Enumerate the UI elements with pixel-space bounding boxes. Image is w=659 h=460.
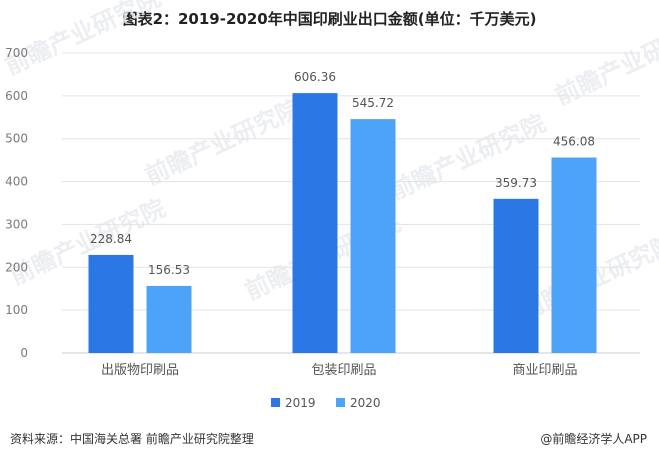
source-note: 资料来源：中国海关总署 前瞻产业研究院整理	[10, 432, 254, 446]
x-category-label: 包装印刷品	[311, 363, 376, 378]
watermark-text: 前瞻产业研究院	[1, 0, 165, 80]
x-category-label: 出版物印刷品	[101, 363, 179, 378]
bar-2020	[350, 119, 396, 354]
bar-2020	[551, 157, 597, 353]
y-tick-label: 200	[5, 260, 28, 274]
bars	[88, 93, 597, 354]
watermark-text: 前瞻产业研究院	[386, 109, 550, 205]
bar-2019	[88, 254, 134, 353]
legend-label: 2019	[285, 396, 316, 410]
y-tick-label: 300	[5, 217, 28, 231]
bar-2020	[146, 285, 192, 353]
y-tick-label: 400	[5, 175, 28, 189]
data-label: 228.84	[90, 232, 132, 246]
y-tick-label: 500	[5, 132, 28, 146]
data-label: 359.73	[495, 176, 537, 190]
y-tick-label: 0	[20, 346, 28, 360]
y-tick-label: 700	[5, 46, 28, 60]
chart-title: 图表2：2019-2020年中国印刷业出口金额(单位：千万美元)	[122, 10, 537, 28]
watermark-text: 前瞻产业研究院	[6, 194, 170, 290]
legend: 2019 2020	[271, 396, 381, 410]
legend-swatch-2020	[336, 398, 345, 407]
data-labels: 228.84 156.53 606.36 545.72 359.73 456.08	[90, 70, 595, 277]
brand-tag: @前瞻经济学人APP	[540, 432, 647, 446]
data-label: 545.72	[352, 96, 394, 110]
data-label: 156.53	[148, 263, 190, 277]
watermark-text: 前瞻产业研究院	[141, 94, 305, 190]
legend-swatch-2019	[271, 398, 280, 407]
y-axis-ticks: 0 100 200 300 400 500 600 700	[5, 46, 28, 360]
y-tick-label: 100	[5, 303, 28, 317]
data-label: 456.08	[553, 135, 595, 149]
legend-label: 2020	[350, 396, 381, 410]
y-tick-label: 600	[5, 89, 28, 103]
x-category-label: 商业印刷品	[512, 363, 577, 378]
bar-2019	[493, 198, 539, 353]
x-axis-categories: 出版物印刷品 包装印刷品 商业印刷品	[101, 363, 578, 378]
data-label: 606.36	[294, 70, 336, 84]
bar-2019	[292, 93, 338, 353]
